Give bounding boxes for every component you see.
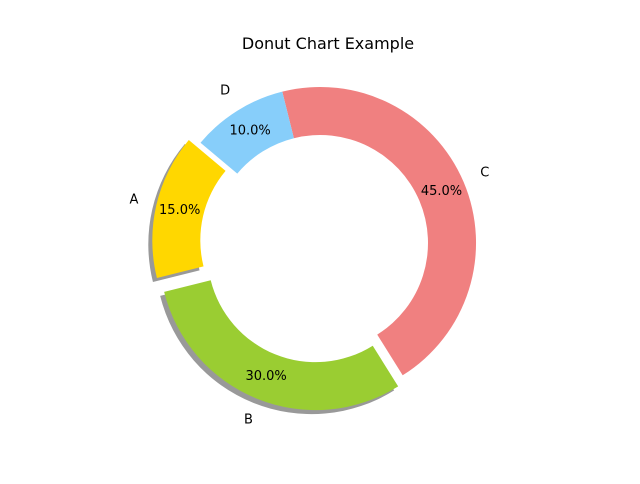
slice-a (152, 140, 226, 279)
slice-label-a: A (129, 193, 138, 208)
pct-label-a: 15.0% (159, 203, 200, 218)
donut-slices (152, 86, 477, 411)
slice-c (282, 86, 477, 376)
pct-label-d: 10.0% (229, 124, 270, 139)
slice-label-d: D (220, 84, 230, 99)
pct-label-c: 45.0% (421, 184, 462, 199)
slice-b (164, 280, 399, 411)
slice-label-c: C (480, 166, 489, 181)
slice-label-b: B (244, 413, 253, 428)
slice-labels: A 15.0% B 30.0% C 45.0% D 10.0% (129, 84, 489, 428)
chart-title: Donut Chart Example (242, 34, 414, 53)
pct-label-b: 30.0% (245, 369, 286, 384)
slice-d (200, 91, 294, 174)
